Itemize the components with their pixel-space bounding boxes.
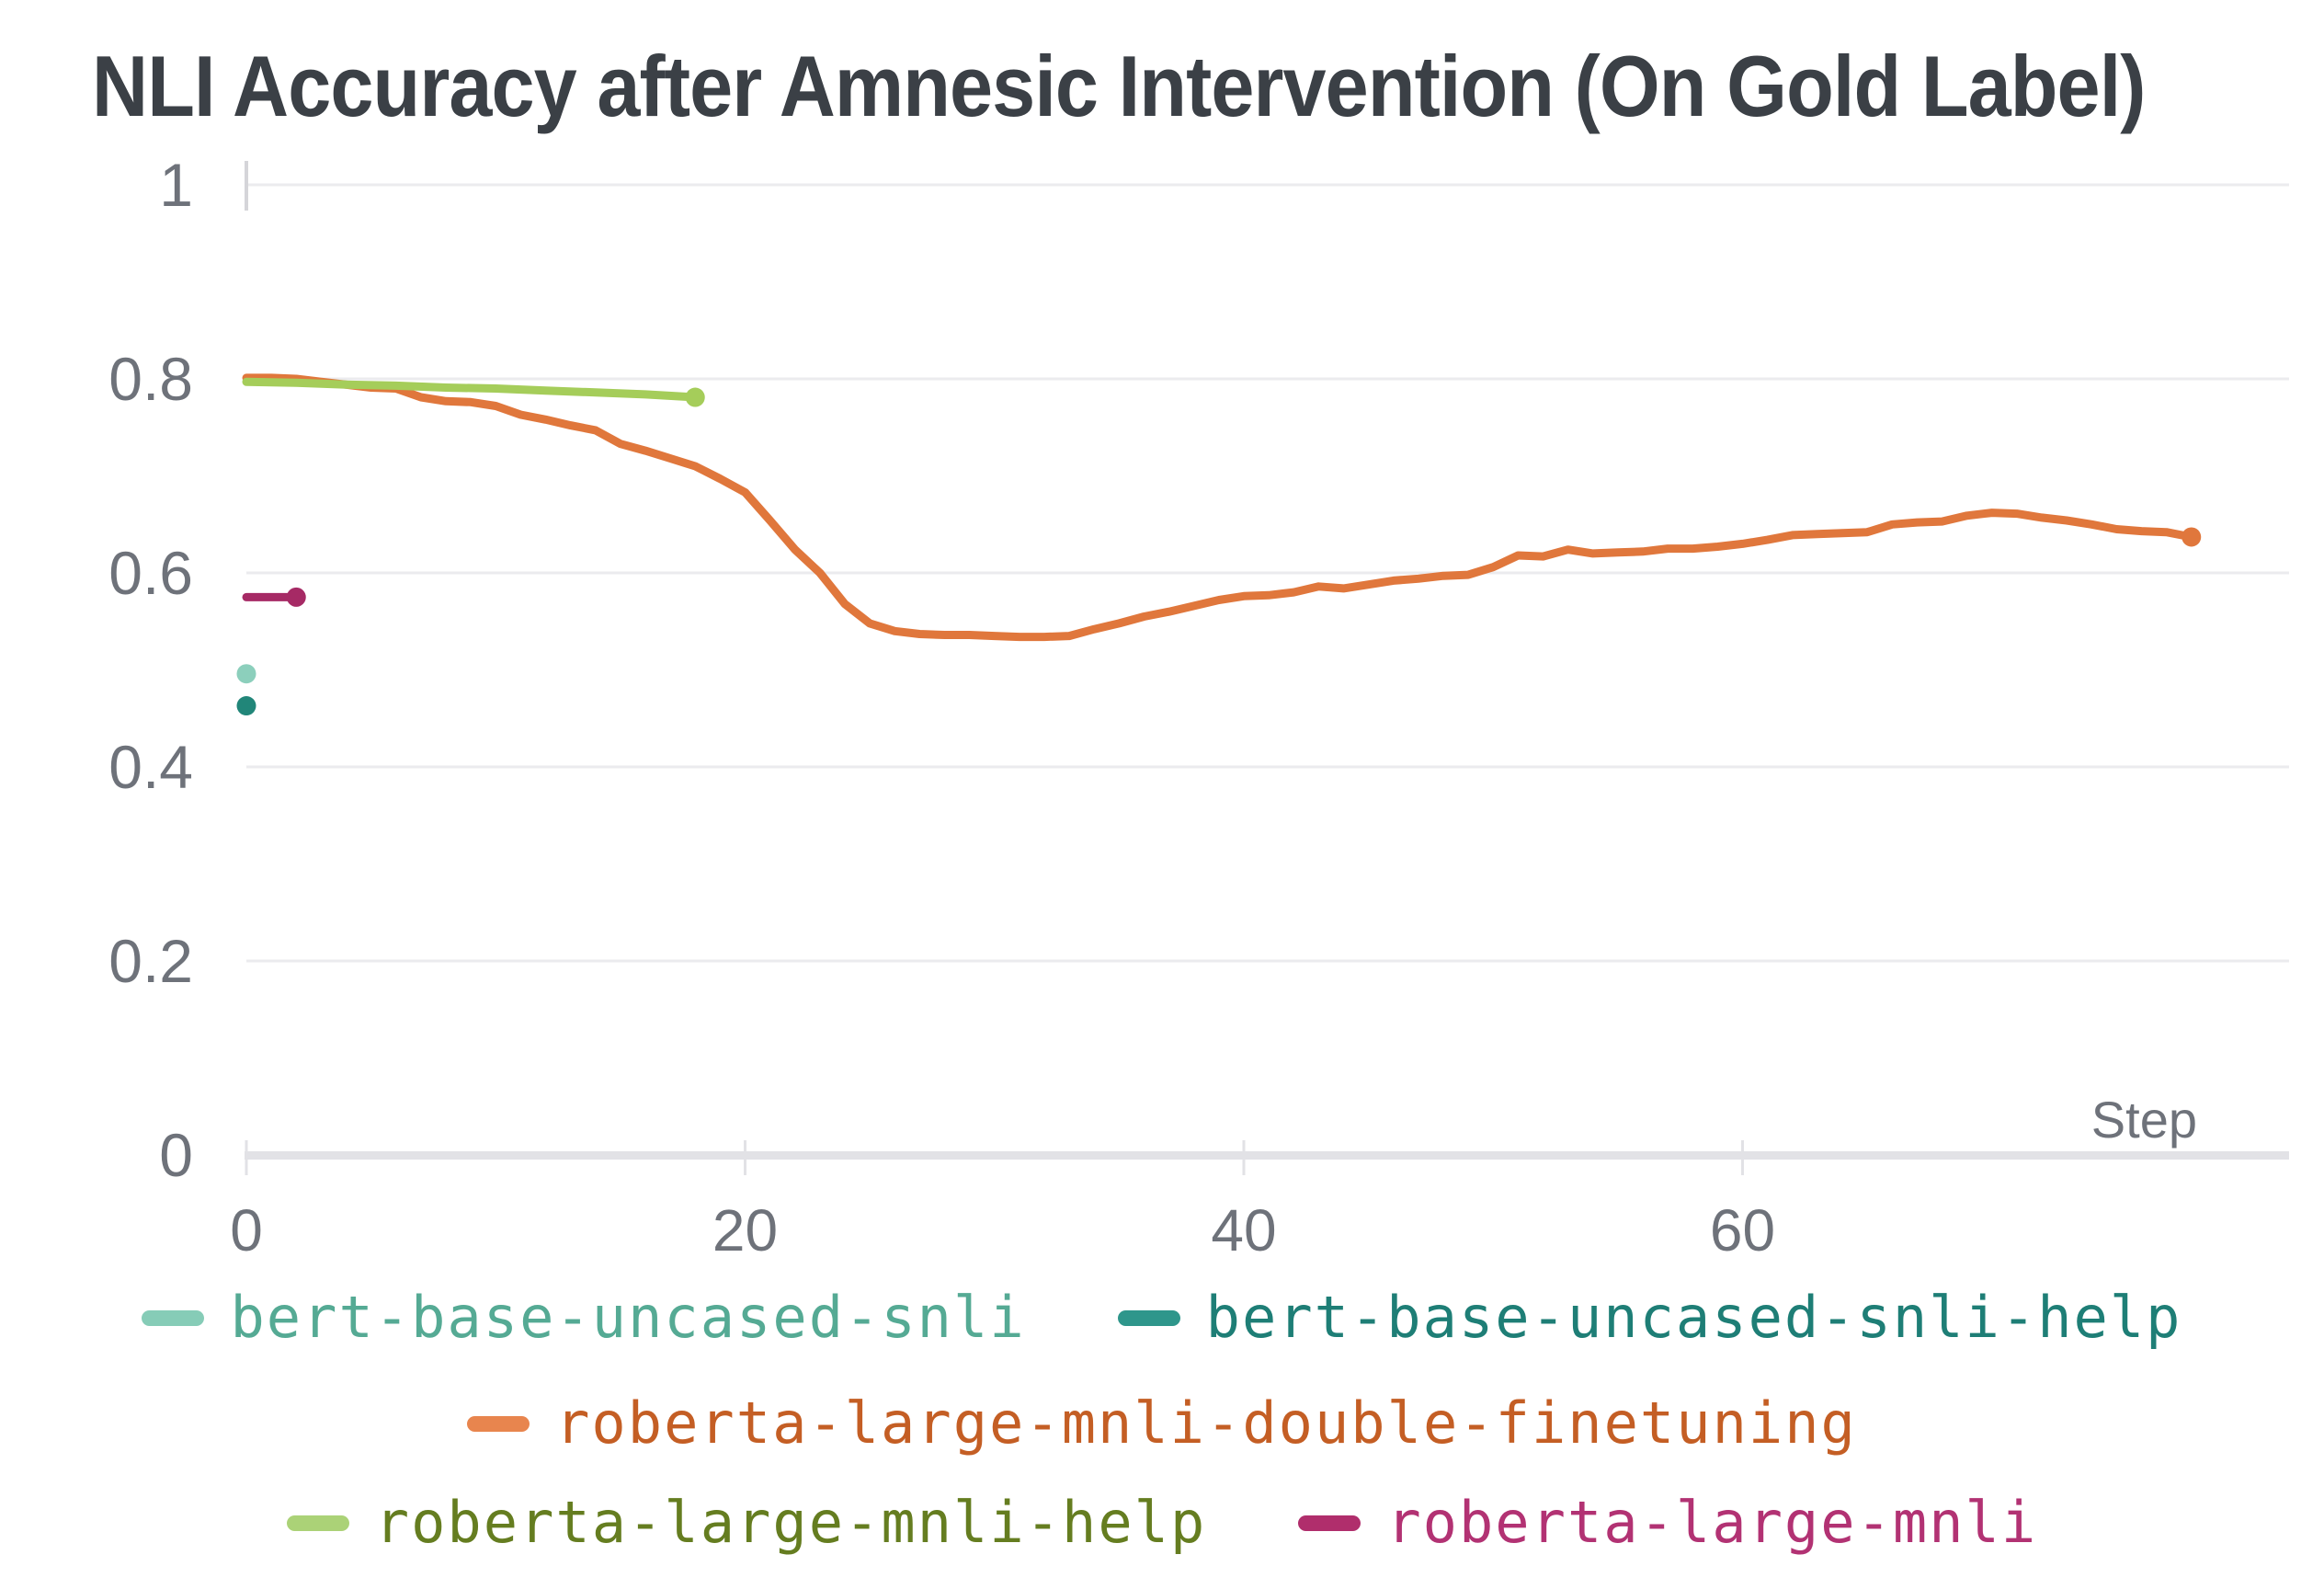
y-tick-label-0.6: 0.6 (108, 539, 193, 607)
x-axis-baseline (245, 1151, 2289, 1160)
legend-item-roberta-large-mnli-help[interactable]: roberta-large-mnli-help (286, 1489, 1207, 1556)
series-line-roberta-large-mnli-help[interactable] (242, 377, 700, 402)
legend-item-bert-base-uncased-snli[interactable]: bert-base-uncased-snli (142, 1288, 1025, 1347)
series-endpoint-bert-base-uncased-snli-help[interactable] (236, 696, 256, 716)
legend-label: roberta-large-mnli-double-finetuning (555, 1389, 1857, 1457)
y-tick-label-0: 0 (159, 1121, 193, 1189)
legend-swatch-icon (467, 1415, 530, 1432)
legend-label: roberta-large-mnli-help (374, 1489, 1207, 1556)
legend-row-3: roberta-large-mnli-help roberta-large-mnl… (0, 1493, 2324, 1552)
x-tick-label-40: 40 (1211, 1197, 1277, 1263)
legend-row-2: roberta-large-mnli-double-finetuning (0, 1394, 2324, 1453)
y-tick-label-0.8: 0.8 (108, 345, 193, 413)
x-axis-title: Step (2090, 1091, 2197, 1149)
series-endpoint-bert-base-uncased-snli[interactable] (236, 664, 256, 684)
chart-title: NLI Accuracy after Amnesic Intervention … (92, 38, 2146, 134)
legend-swatch-icon (142, 1309, 205, 1326)
legend-label: roberta-large-mnli (1386, 1489, 2038, 1556)
y-axis-tick (245, 161, 248, 211)
y-tick-label-1: 1 (159, 151, 193, 219)
y-tick-label-0.4: 0.4 (108, 733, 193, 801)
legend-swatch-icon (286, 1515, 349, 1531)
series-endpoint-roberta-large-mnli-double-finetuning[interactable] (2182, 527, 2202, 547)
x-tick-label-20: 20 (712, 1197, 779, 1263)
legend-swatch-icon (1298, 1515, 1361, 1531)
series-line-roberta-large-mnli-double-finetuning[interactable] (242, 373, 2196, 642)
x-tick-label-60: 60 (1709, 1197, 1776, 1263)
series-endpoint-roberta-large-mnli[interactable] (286, 587, 306, 607)
legend-swatch-icon (1117, 1309, 1180, 1326)
y-tick-label-0.2: 0.2 (108, 927, 193, 995)
legend-item-roberta-large-mnli[interactable]: roberta-large-mnli (1298, 1493, 2037, 1552)
legend-item-bert-base-uncased-snli-help[interactable]: bert-base-uncased-snli-help (1117, 1284, 2182, 1351)
legend-row-1: bert-base-uncased-snli bert-base-uncased-… (0, 1288, 2324, 1347)
legend-item-roberta-large-mnli-double-finetuning[interactable]: roberta-large-mnli-double-finetuning (467, 1394, 1857, 1453)
legend-label: bert-base-uncased-snli-help (1205, 1284, 2182, 1351)
legend-label: bert-base-uncased-snli (230, 1284, 1026, 1351)
series-endpoint-roberta-large-mnli-help[interactable] (685, 387, 705, 407)
x-tick-label-0: 0 (230, 1197, 263, 1263)
